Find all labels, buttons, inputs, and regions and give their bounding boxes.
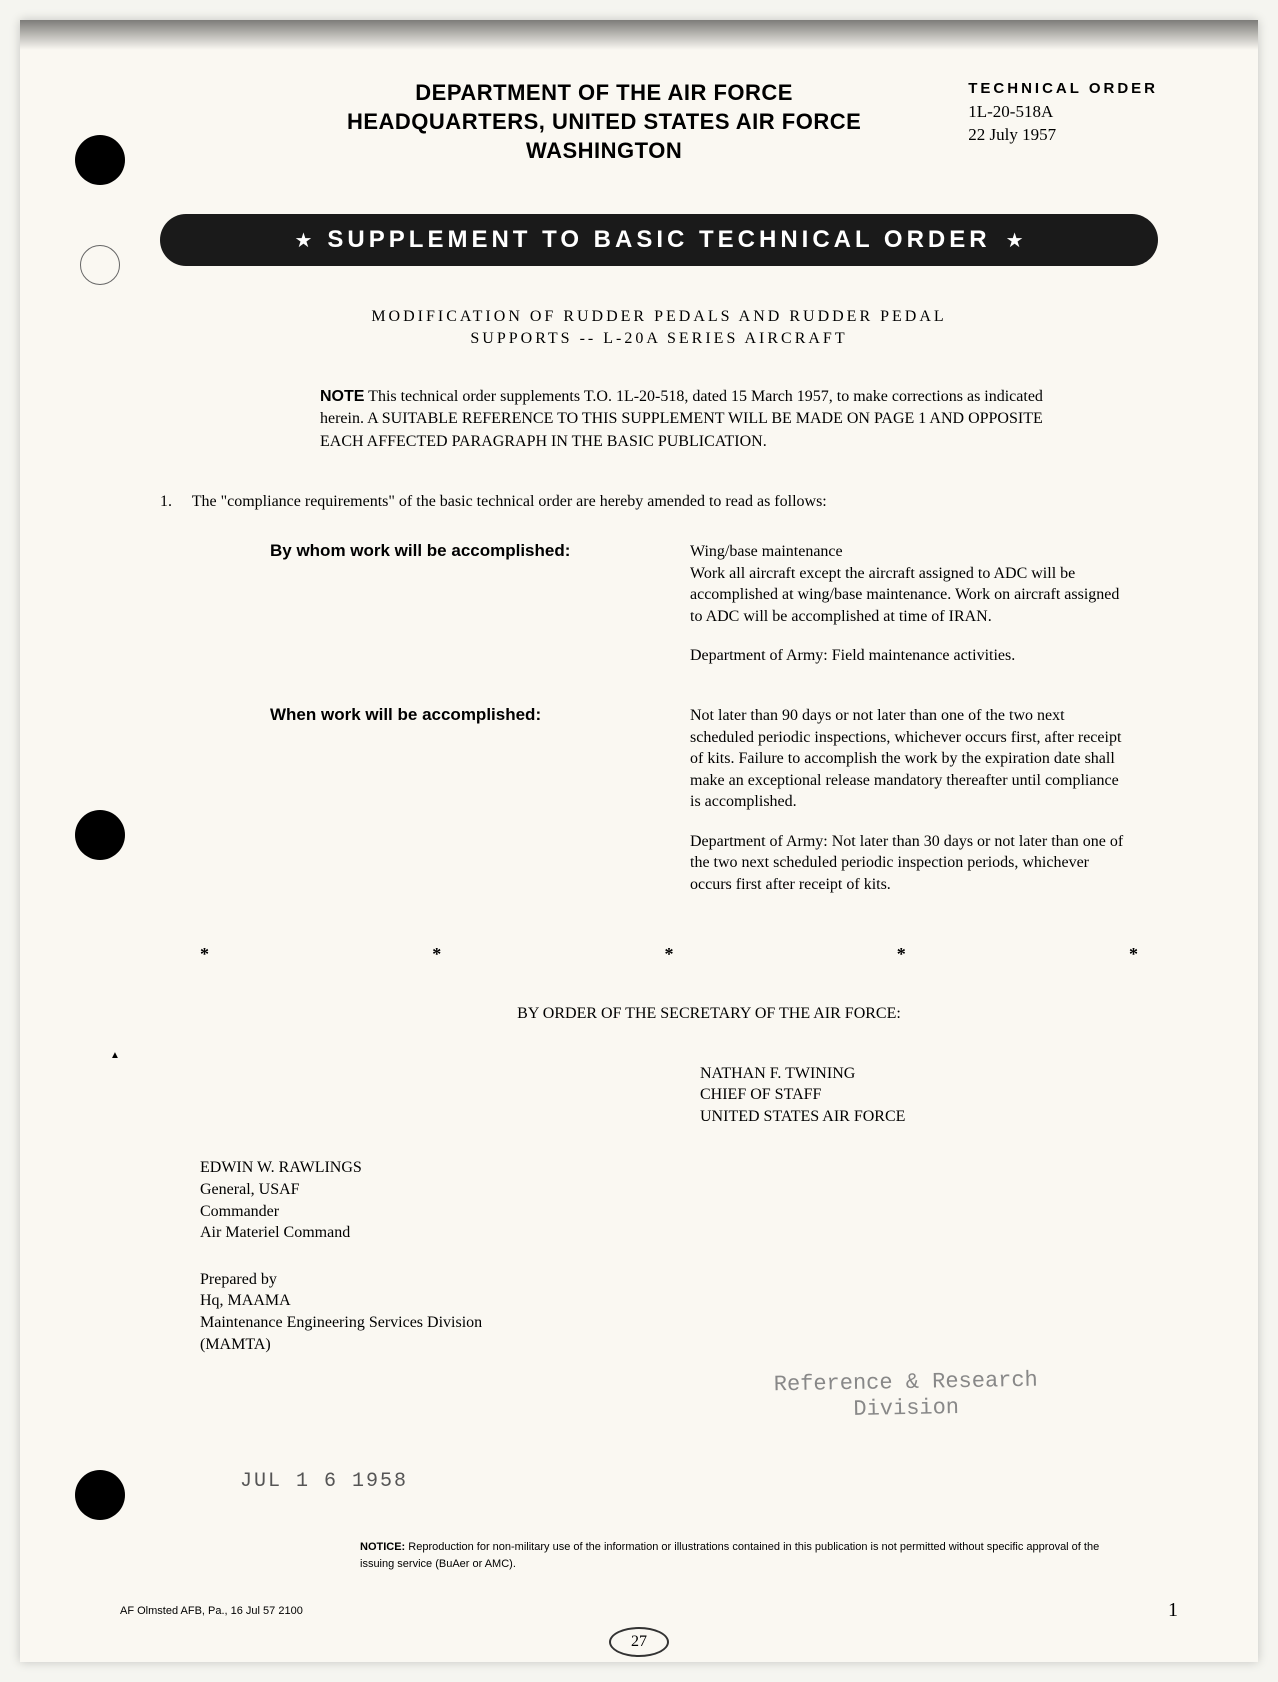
punch-hole: [75, 135, 125, 185]
stamp-line: Reference & Research: [774, 1368, 1038, 1399]
circled-number: 27: [609, 1627, 669, 1657]
prepared-code: (MAMTA): [200, 1334, 1178, 1356]
compliance-para: Department of Army: Field maintenance ac…: [690, 645, 1128, 667]
subtitle-line: SUPPORTS -- L-20A SERIES AIRCRAFT: [140, 328, 1178, 350]
prepared-div: Maintenance Engineering Services Divisio…: [200, 1312, 1178, 1334]
signatory-title: CHIEF OF STAFF: [700, 1084, 1178, 1106]
date-stamp: JUL 1 6 1958: [240, 1470, 408, 1493]
notice-label: NOTICE:: [360, 1541, 405, 1553]
by-order-text: BY ORDER OF THE SECRETARY OF THE AIR FOR…: [140, 1005, 1178, 1023]
page-number: 1: [1168, 1599, 1178, 1622]
item-number: 1.: [160, 493, 172, 510]
compliance-para: Work all aircraft except the aircraft as…: [690, 563, 1128, 628]
star-icon: ★: [1006, 228, 1024, 253]
signatory-name: NATHAN F. TWINING: [700, 1063, 1178, 1085]
asterisk: *: [897, 944, 906, 965]
by-whom-text: Wing/base maintenance Work all aircraft …: [690, 541, 1128, 685]
reproduction-notice: NOTICE: Reproduction for non-military us…: [360, 1539, 1118, 1572]
stamp-line: Division: [774, 1394, 1038, 1425]
supplement-banner: ★ SUPPLEMENT TO BASIC TECHNICAL ORDER ★: [160, 214, 1158, 266]
asterisk: *: [665, 944, 674, 965]
note-text: This technical order supplements T.O. 1L…: [320, 388, 1043, 450]
item-1: 1. The "compliance requirements" of the …: [160, 493, 1178, 511]
asterisk-separator: * * * * *: [200, 944, 1138, 965]
punch-hole: [75, 810, 125, 860]
compliance-section: By whom work will be accomplished: Wing/…: [270, 541, 1128, 914]
prepared-hq: Hq, MAAMA: [200, 1290, 1178, 1312]
compliance-para: Department of Army: Not later than 30 da…: [690, 831, 1128, 896]
signatory-org: UNITED STATES AIR FORCE: [700, 1106, 1178, 1128]
asterisk: *: [200, 944, 209, 965]
notice-text: Reproduction for non-military use of the…: [360, 1541, 1099, 1570]
location-title: WASHINGTON: [240, 138, 968, 164]
document-page: DEPARTMENT OF THE AIR FORCE HEADQUARTERS…: [20, 20, 1258, 1662]
scan-shadow: [20, 20, 1258, 50]
document-subtitle: MODIFICATION OF RUDDER PEDALS AND RUDDER…: [140, 306, 1178, 351]
reference-stamp: Reference & Research Division: [774, 1368, 1039, 1425]
compliance-para: Not later than 90 days or not later than…: [690, 705, 1128, 813]
order-date: 22 July 1957: [968, 125, 1158, 145]
asterisk: *: [432, 944, 441, 965]
small-asterisk: ▲: [110, 1050, 120, 1061]
by-whom-label: By whom work will be accomplished:: [270, 541, 650, 685]
item-text: The "compliance requirements" of the bas…: [192, 493, 827, 510]
when-text: Not later than 90 days or not later than…: [690, 705, 1128, 914]
punch-hole: [75, 1470, 125, 1520]
note-label: NOTE: [320, 388, 364, 405]
header-center: DEPARTMENT OF THE AIR FORCE HEADQUARTERS…: [140, 80, 968, 164]
asterisk: *: [1129, 944, 1138, 965]
signatory-rank: General, USAF: [200, 1179, 1178, 1201]
tech-order-label: TECHNICAL ORDER: [968, 80, 1158, 97]
headquarters-title: HEADQUARTERS, UNITED STATES AIR FORCE: [240, 109, 968, 135]
document-header: DEPARTMENT OF THE AIR FORCE HEADQUARTERS…: [140, 80, 1178, 164]
banner-text: SUPPLEMENT TO BASIC TECHNICAL ORDER: [327, 226, 990, 254]
signatory-name: EDWIN W. RAWLINGS: [200, 1157, 1178, 1179]
note-section: NOTE This technical order supplements T.…: [320, 386, 1058, 453]
when-label: When work will be accomplished:: [270, 705, 650, 914]
signature-left-2: Prepared by Hq, MAAMA Maintenance Engine…: [200, 1269, 1178, 1355]
signatory-title: Commander: [200, 1201, 1178, 1223]
prepared-by: Prepared by: [200, 1269, 1178, 1291]
footer-text: AF Olmsted AFB, Pa., 16 Jul 57 2100: [120, 1605, 303, 1617]
order-number: 1L-20-518A: [968, 102, 1158, 122]
subtitle-line: MODIFICATION OF RUDDER PEDALS AND RUDDER…: [140, 306, 1178, 328]
compliance-para: Wing/base maintenance: [690, 541, 1128, 563]
department-title: DEPARTMENT OF THE AIR FORCE: [240, 80, 968, 106]
signature-right: NATHAN F. TWINING CHIEF OF STAFF UNITED …: [700, 1063, 1178, 1128]
header-right: TECHNICAL ORDER 1L-20-518A 22 July 1957: [968, 80, 1178, 164]
punch-hole-outline: [80, 245, 120, 285]
star-icon: ★: [294, 228, 312, 253]
signature-left-1: EDWIN W. RAWLINGS General, USAF Commande…: [200, 1157, 1178, 1243]
signatory-org: Air Materiel Command: [200, 1222, 1178, 1244]
